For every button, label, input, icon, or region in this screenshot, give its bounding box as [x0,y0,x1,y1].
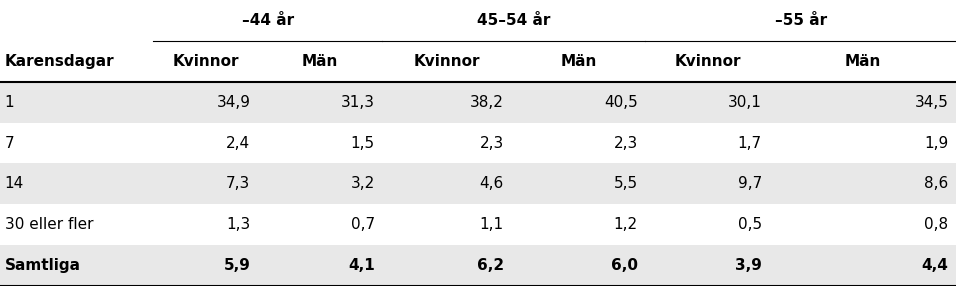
Text: 1: 1 [5,95,14,110]
Text: Män: Män [844,54,881,69]
Text: Samtliga: Samtliga [5,258,80,273]
Text: 6,0: 6,0 [611,258,638,273]
Text: 2,4: 2,4 [227,136,250,150]
Text: 30,1: 30,1 [728,95,762,110]
Text: Karensdagar: Karensdagar [5,54,115,69]
Text: 2,3: 2,3 [614,136,638,150]
Text: 0,7: 0,7 [351,217,375,232]
Text: –44 år: –44 år [242,13,293,28]
Text: 38,2: 38,2 [470,95,504,110]
Text: 9,7: 9,7 [738,176,762,191]
Text: 34,5: 34,5 [915,95,948,110]
Text: 0,5: 0,5 [738,217,762,232]
Text: 2,3: 2,3 [480,136,504,150]
Text: 31,3: 31,3 [340,95,375,110]
Text: 7: 7 [5,136,14,150]
Text: Män: Män [302,54,338,69]
Text: 1,2: 1,2 [614,217,638,232]
Text: 4,1: 4,1 [348,258,375,273]
Text: 4,4: 4,4 [922,258,948,273]
Text: 5,5: 5,5 [614,176,638,191]
Text: Kvinnor: Kvinnor [674,54,741,69]
Text: 34,9: 34,9 [216,95,250,110]
Text: 1,9: 1,9 [924,136,948,150]
Text: 7,3: 7,3 [227,176,250,191]
Text: 14: 14 [5,176,24,191]
Text: 3,9: 3,9 [735,258,762,273]
Text: 3,2: 3,2 [351,176,375,191]
Text: 1,5: 1,5 [351,136,375,150]
Text: 40,5: 40,5 [604,95,638,110]
Text: 0,8: 0,8 [924,217,948,232]
Text: 4,6: 4,6 [480,176,504,191]
Text: 1,3: 1,3 [227,217,250,232]
Text: 30 eller fler: 30 eller fler [5,217,94,232]
Text: Kvinnor: Kvinnor [172,54,239,69]
Text: 8,6: 8,6 [924,176,948,191]
Text: –55 år: –55 år [774,13,827,28]
Text: 5,9: 5,9 [224,258,250,273]
Text: Kvinnor: Kvinnor [414,54,480,69]
Text: 45–54 år: 45–54 år [477,13,551,28]
Text: Män: Män [560,54,597,69]
Text: 1,1: 1,1 [480,217,504,232]
Text: 6,2: 6,2 [477,258,504,273]
Text: 1,7: 1,7 [738,136,762,150]
